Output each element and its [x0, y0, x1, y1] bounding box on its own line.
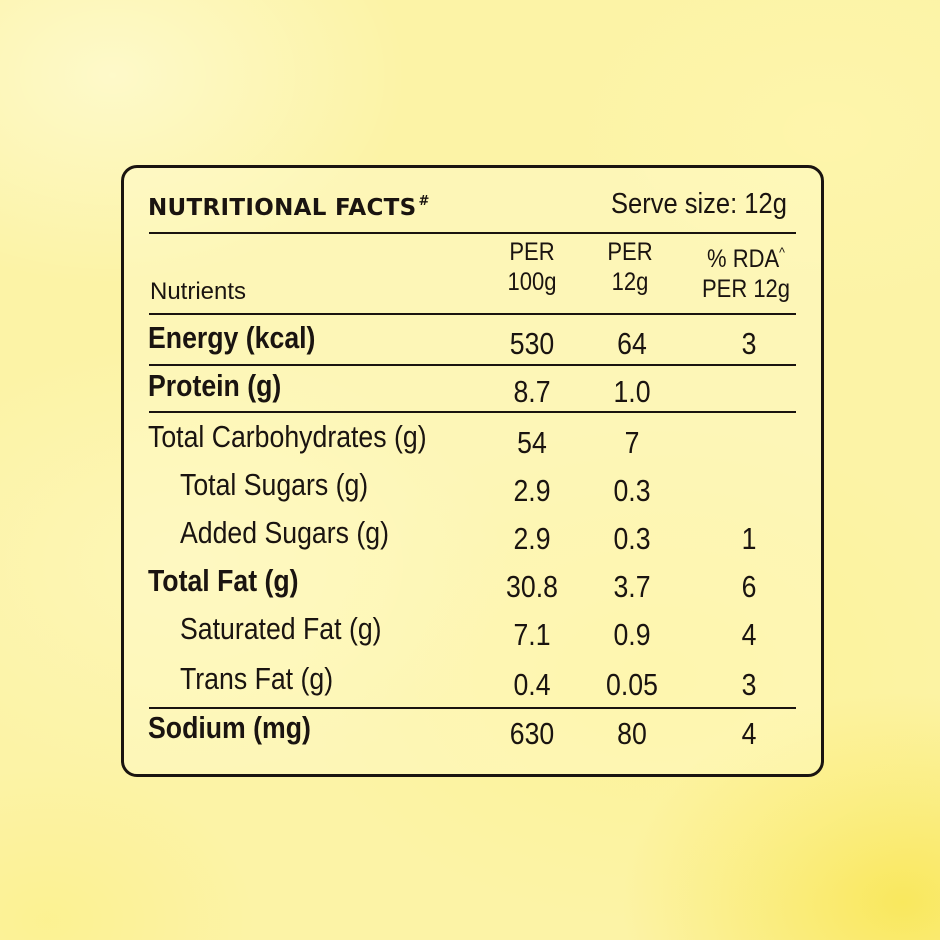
- nutrient-row-energy: Energy (kcal) 530 64 3: [124, 320, 821, 368]
- panel-title-text: NUTRITIONAL FACTS: [148, 195, 417, 221]
- col-header-nutrients: Nutrients: [150, 278, 247, 305]
- value-per100g: 30.8: [506, 569, 558, 604]
- nutrient-row-total-sugars: Total Sugars (g) 2.9 0.3: [124, 467, 821, 515]
- col-header-per12: PER 12g: [590, 237, 669, 297]
- value-rda: 6: [741, 569, 757, 604]
- value-per100g: 530: [509, 326, 555, 361]
- title-footnote-mark: #: [418, 194, 430, 209]
- col-header-per12-line1: PER: [607, 238, 653, 266]
- nutrient-row-saturated-fat: Saturated Fat (g) 7.1 0.9 4: [124, 611, 821, 659]
- value-per100g: 630: [509, 716, 555, 751]
- value-per12g: 64: [617, 326, 647, 361]
- col-header-per100-line1: PER: [509, 238, 555, 266]
- nutrient-name: Total Carbohydrates (g): [148, 419, 427, 454]
- nutrient-name: Energy (kcal): [148, 320, 316, 355]
- nutrient-name: Total Fat (g): [148, 563, 299, 598]
- value-per100g: 7.1: [513, 617, 551, 652]
- col-header-rda-line2: PER 12g: [701, 275, 791, 303]
- value-per12g: 1.0: [613, 374, 651, 409]
- value-per100g: 0.4: [513, 667, 551, 702]
- panel-title: NUTRITIONAL FACTS #: [148, 194, 430, 221]
- nutrient-row-trans-fat: Trans Fat (g) 0.4 0.05 3: [124, 661, 821, 709]
- nutrient-name: Added Sugars (g): [180, 515, 389, 550]
- value-rda: 3: [741, 326, 757, 361]
- nutrient-name: Trans Fat (g): [180, 661, 334, 696]
- nutrient-row-total-fat: Total Fat (g) 30.8 3.7 6: [124, 563, 821, 611]
- nutrient-name: Sodium (mg): [148, 710, 311, 745]
- value-rda: 3: [741, 667, 757, 702]
- value-per12g: 0.05: [606, 667, 658, 702]
- serve-size: Serve size: 12g: [611, 188, 787, 220]
- divider: [149, 707, 796, 709]
- col-header-rda-label: % RDA: [707, 245, 780, 273]
- nutrient-name: Protein (g): [148, 368, 282, 403]
- col-header-rda: % RDA^ PER 12g: [689, 237, 803, 304]
- nutrient-row-added-sugars: Added Sugars (g) 2.9 0.3 1: [124, 515, 821, 563]
- nutrient-row-carbohydrates: Total Carbohydrates (g) 54 7: [124, 419, 821, 467]
- value-rda: 4: [741, 716, 757, 751]
- value-per12g: 3.7: [613, 569, 651, 604]
- nutrient-row-sodium: Sodium (mg) 630 80 4: [124, 710, 821, 758]
- rda-footnote-mark: ^: [779, 244, 785, 260]
- value-per12g: 7: [624, 425, 640, 460]
- divider: [149, 313, 796, 315]
- value-rda: 1: [741, 521, 757, 556]
- value-per12g: 80: [617, 716, 647, 751]
- value-per100g: 2.9: [513, 473, 551, 508]
- value-rda: 4: [741, 617, 757, 652]
- value-per12g: 0.3: [613, 521, 651, 556]
- value-per100g: 54: [517, 425, 547, 460]
- value-per100g: 8.7: [513, 374, 551, 409]
- nutrient-name: Total Sugars (g): [180, 467, 369, 502]
- value-per12g: 0.3: [613, 473, 651, 508]
- col-header-rda-line1: % RDA^: [689, 237, 803, 274]
- value-per100g: 2.9: [513, 521, 551, 556]
- divider: [149, 232, 796, 234]
- nutrient-name: Saturated Fat (g): [180, 611, 382, 646]
- divider: [149, 411, 796, 413]
- col-header-per100-line2: 100g: [507, 268, 557, 296]
- nutrition-facts-panel: NUTRITIONAL FACTS # Serve size: 12g PER 1…: [121, 165, 824, 777]
- col-header-per12-line2: 12g: [611, 268, 649, 296]
- value-per12g: 0.9: [613, 617, 651, 652]
- col-header-per100: PER 100g: [492, 237, 571, 297]
- nutrient-row-protein: Protein (g) 8.7 1.0: [124, 368, 821, 416]
- divider: [149, 364, 796, 366]
